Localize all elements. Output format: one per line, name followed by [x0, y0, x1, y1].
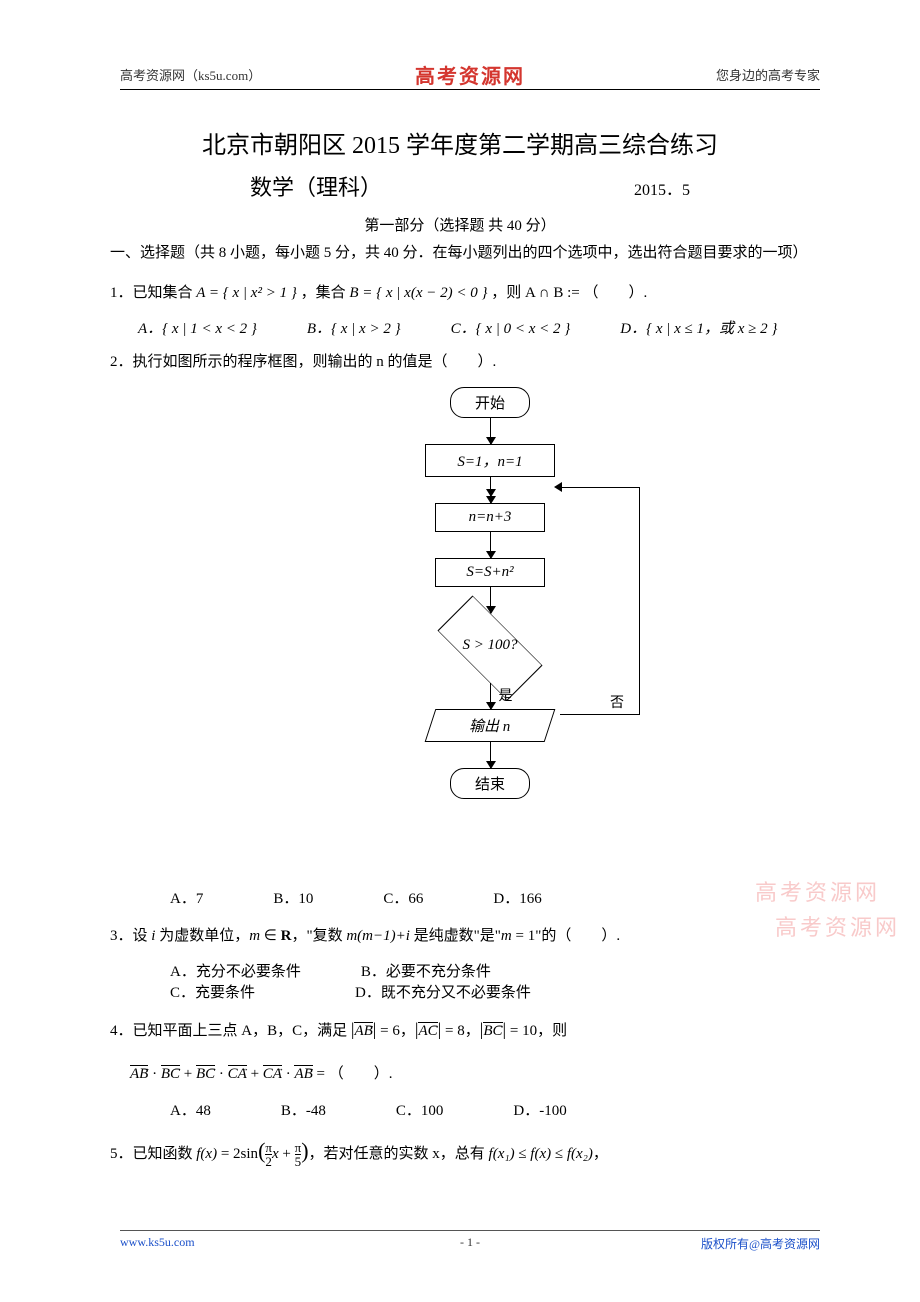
- exam-subtitle: 数学（理科） 2015．5: [110, 170, 890, 202]
- subject-label: 数学（理科）: [250, 170, 382, 202]
- exam-title: 北京市朝阳区 2015 学年度第二学期高三综合练习: [110, 125, 890, 160]
- q2-option-b: B．10: [273, 887, 313, 908]
- q1-mid: ，集合: [301, 285, 346, 301]
- question-5: 5．已知函数 f(x) = 2sin(π2x + π5)，若对任意的实数 x，总…: [110, 1130, 890, 1172]
- document-body: 北京市朝阳区 2015 学年度第二学期高三综合练习 数学（理科） 2015．5 …: [110, 125, 890, 1181]
- flow-decision: S > 100?: [420, 613, 560, 683]
- footer-copyright: 版权所有@高考资源网: [701, 1235, 820, 1252]
- section-heading: 第一部分（选择题 共 40 分）: [110, 214, 890, 235]
- question-4: 4．已知平面上三点 A，B，C，满足 |→AB| = 6，|→AC| = 8，|…: [110, 1012, 890, 1046]
- flow-output: 输出 n: [425, 709, 556, 742]
- watermark-line2: 高考资源网: [755, 910, 900, 945]
- flow-no-label: 否: [610, 692, 624, 712]
- section-instructions: 一、选择题（共 8 小题，每小题 5 分，共 40 分．在每小题列出的四个选项中…: [110, 241, 890, 267]
- flow-loopback-arrow: [554, 482, 562, 492]
- q3-option-d: D．既不充分又不必要条件: [355, 981, 531, 1002]
- q1-options: A．{ x | 1 < x < 2 } B．{ x | x > 2 } C．{ …: [138, 317, 890, 338]
- flow-accumulate: S=S+n²: [435, 558, 545, 587]
- flowchart: 开始 S=1，n=1 n=n+3 S=S+n² S > 100? 是 输出 n …: [110, 387, 890, 887]
- q1-option-a: A．{ x | 1 < x < 2 }: [138, 317, 257, 338]
- flow-init: S=1，n=1: [425, 444, 555, 477]
- question-2: 2．执行如图所示的程序框图，则输出的 n 的值是（ ）.: [110, 348, 890, 377]
- q3-options: A．充分不必要条件 B．必要不充分条件 C．充要条件 D．既不充分又不必要条件: [170, 960, 890, 1002]
- page-header: 高考资源网（ks5u.com） 高考资源网 您身边的高考专家: [120, 60, 820, 90]
- q2-option-d: D．166: [493, 887, 541, 908]
- q3-option-a: A．充分不必要条件: [170, 960, 301, 981]
- q1-set-b: B = { x | x(x − 2) < 0 }: [349, 285, 487, 301]
- flow-yes-label: 是: [499, 685, 513, 705]
- flow-start: 开始: [450, 387, 530, 418]
- q3-option-b: B．必要不充分条件: [361, 960, 491, 981]
- question-4-expr: →AB · →BC + →BC · →CA + →CA · →AB = （ ）.: [130, 1060, 890, 1089]
- q1-tail: ，则 A ∩ B := （ ）.: [491, 285, 647, 301]
- footer-url: www.ks5u.com: [120, 1235, 195, 1252]
- exam-date: 2015．5: [634, 176, 690, 200]
- flow-end: 结束: [450, 768, 530, 799]
- q4-option-d: D．-100: [513, 1099, 566, 1120]
- q1-option-d: D．{ x | x ≤ 1，或 x ≥ 2 }: [620, 317, 777, 338]
- q1-option-c: C．{ x | 0 < x < 2 }: [451, 317, 571, 338]
- q3-option-c: C．充要条件: [170, 981, 255, 1002]
- q1-stem-pre: 1．已知集合: [110, 285, 193, 301]
- q2-option-a: A．7: [170, 887, 203, 908]
- flow-increment: n=n+3: [435, 503, 545, 532]
- question-1: 1．已知集合 A = { x | x² > 1 } ，集合 B = { x | …: [110, 279, 890, 308]
- q4-option-c: C．100: [396, 1099, 444, 1120]
- q1-set-a: A = { x | x² > 1 }: [196, 285, 297, 301]
- page-footer: www.ks5u.com - 1 - 版权所有@高考资源网: [120, 1230, 820, 1252]
- header-brand: 高考资源网: [415, 60, 525, 89]
- watermark-line1: 高考资源网: [755, 875, 880, 910]
- header-tagline: 您身边的高考专家: [716, 65, 820, 84]
- q4-option-a: A．48: [170, 1099, 211, 1120]
- q4-options: A．48 B．-48 C．100 D．-100: [170, 1099, 890, 1120]
- q2-option-c: C．66: [383, 887, 423, 908]
- flow-loopback-line: [560, 487, 640, 715]
- q4-option-b: B．-48: [281, 1099, 326, 1120]
- header-source: 高考资源网（ks5u.com）: [120, 65, 261, 84]
- q1-option-b: B．{ x | x > 2 }: [307, 317, 401, 338]
- footer-page-number: - 1 -: [460, 1235, 480, 1250]
- watermark: 高考资源网 高考资源网: [755, 875, 880, 945]
